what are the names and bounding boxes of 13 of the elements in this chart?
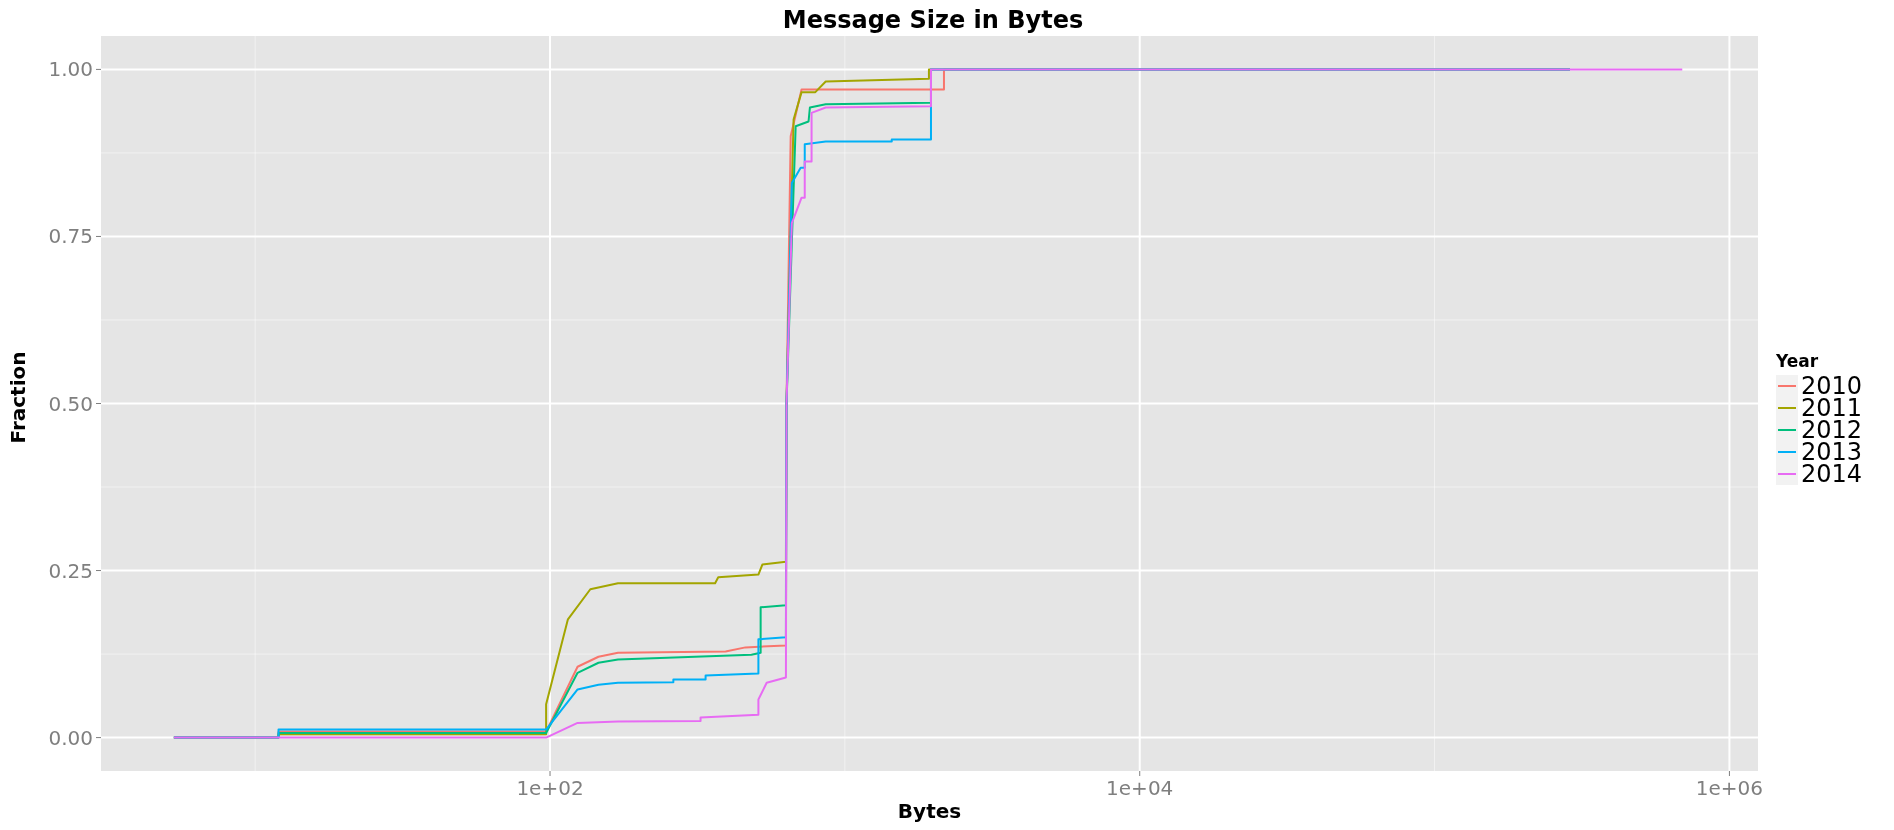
y-tick-label: 0.75 — [48, 224, 93, 249]
legend-label: 2014 — [1801, 460, 1863, 488]
y-tick-label: 0.25 — [48, 558, 93, 583]
x-tick-label: 1e+04 — [1106, 776, 1174, 800]
x-tick-label: 1e+02 — [516, 776, 584, 800]
x-axis-title: Bytes — [897, 799, 962, 823]
y-axis-title: Fraction — [6, 351, 31, 444]
legend-title: Year — [1776, 351, 1820, 371]
y-tick-label: 0.50 — [48, 391, 93, 416]
chart-title: Message Size in Bytes — [782, 6, 1084, 34]
y-tick-label: 1.00 — [48, 57, 93, 82]
x-tick-label: 1e+06 — [1695, 776, 1764, 800]
y-tick-label: 0.00 — [48, 725, 93, 750]
